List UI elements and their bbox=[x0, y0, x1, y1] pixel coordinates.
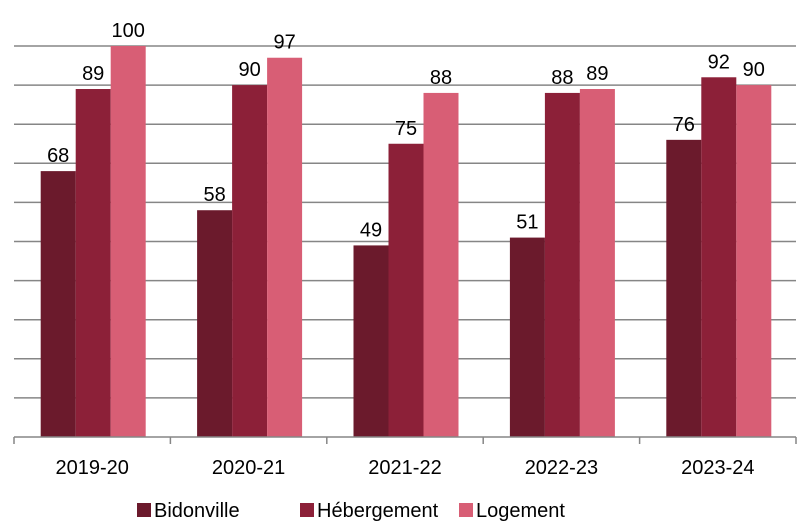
data-label: 89 bbox=[82, 63, 104, 85]
data-label: 49 bbox=[360, 219, 382, 241]
data-label: 88 bbox=[551, 67, 573, 89]
data-label: 88 bbox=[430, 67, 452, 89]
bar-bidonville-2019-20 bbox=[40, 171, 76, 437]
bar-hebergement-2021-22 bbox=[388, 143, 424, 437]
bar-bidonville-2020-21 bbox=[197, 210, 233, 437]
data-label: 100 bbox=[112, 20, 145, 42]
legend-label-logement: Logement bbox=[476, 500, 565, 522]
data-labels: 68 89 100 58 90 97 49 75 88 51 88 89 76 92 90 bbox=[47, 20, 765, 241]
legend-label-hebergement: Hébergement bbox=[317, 500, 439, 522]
legend-swatch-logement bbox=[459, 503, 473, 517]
data-label: 76 bbox=[673, 114, 695, 136]
bar-bidonville-2022-23 bbox=[509, 237, 545, 437]
bar-hebergement-2022-23 bbox=[544, 92, 580, 438]
data-label: 90 bbox=[238, 59, 260, 81]
x-tick-label: 2019-20 bbox=[55, 457, 128, 479]
data-label: 90 bbox=[743, 59, 765, 81]
bar-logement-2019-20 bbox=[110, 46, 146, 437]
data-label: 89 bbox=[586, 63, 608, 85]
bar-bidonville-2023-24 bbox=[666, 139, 702, 437]
data-label: 68 bbox=[47, 145, 69, 167]
x-tick-label: 2023-24 bbox=[681, 457, 754, 479]
bar-hebergement-2019-20 bbox=[75, 89, 111, 437]
bar-hebergement-2020-21 bbox=[232, 85, 268, 437]
bar-bidonville-2021-22 bbox=[353, 245, 389, 437]
x-axis: 2019-20 2020-21 2021-22 2022-23 2023-24 bbox=[13, 436, 797, 479]
bars bbox=[40, 46, 772, 438]
legend-swatch-hebergement bbox=[300, 503, 314, 517]
bar-logement-2020-21 bbox=[267, 57, 303, 437]
data-label: 75 bbox=[395, 118, 417, 140]
bar-logement-2022-23 bbox=[579, 89, 615, 437]
legend-swatch-bidonville bbox=[137, 503, 151, 517]
data-label: 51 bbox=[516, 212, 538, 234]
bar-logement-2023-24 bbox=[736, 85, 772, 437]
bar-logement-2021-22 bbox=[423, 92, 459, 438]
legend-label-bidonville: Bidonville bbox=[154, 500, 240, 522]
data-label: 58 bbox=[203, 184, 225, 206]
x-tick-label: 2021-22 bbox=[368, 457, 441, 479]
data-label: 92 bbox=[708, 51, 730, 73]
x-tick-label: 2022-23 bbox=[525, 457, 598, 479]
bar-hebergement-2023-24 bbox=[701, 77, 737, 437]
x-tick-label: 2020-21 bbox=[212, 457, 285, 479]
data-label: 97 bbox=[273, 32, 295, 54]
legend: Bidonville Hébergement Logement bbox=[137, 500, 565, 522]
